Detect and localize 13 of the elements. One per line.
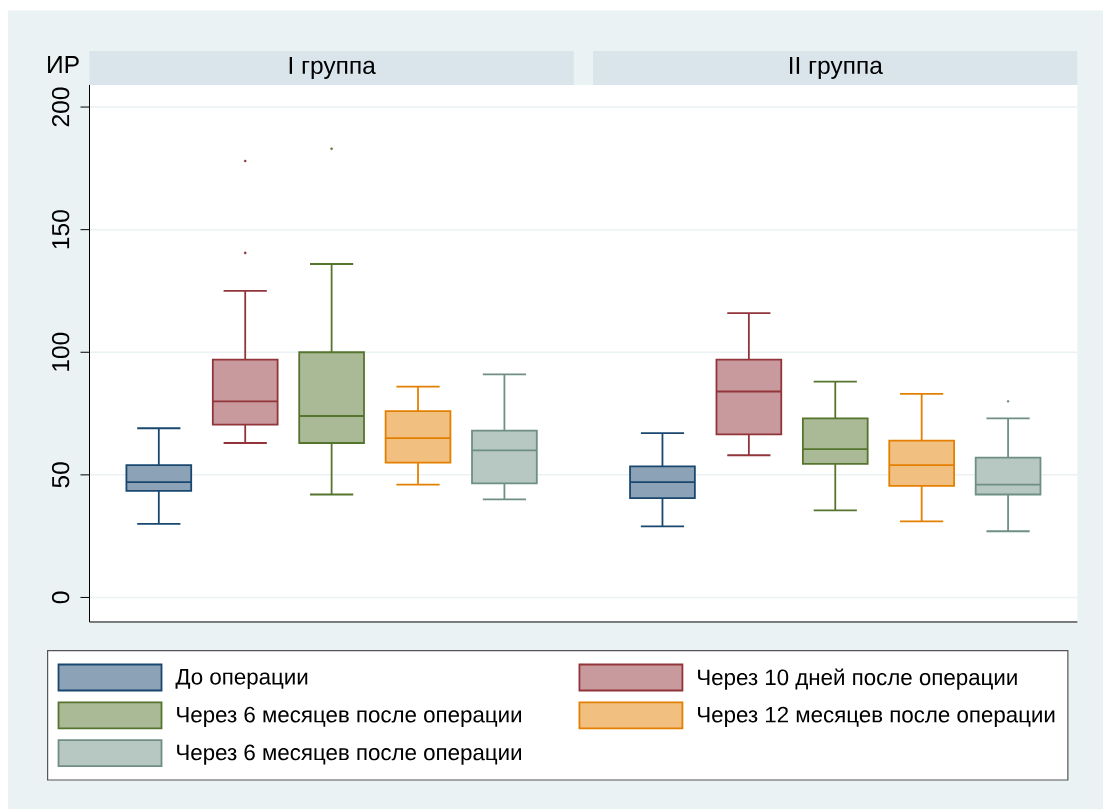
x-tick-label: I группа [289,57,376,79]
x-tick-label: II группа [789,57,883,79]
y-axis-title: ИР [48,56,79,73]
legend-label: Через 10 дней после операции [698,668,1017,690]
y-tick-label: 200 [51,87,70,127]
legend-label: Через 6 месяцев после операции [177,706,521,727]
legend-label: До операции [175,669,308,690]
legend-label: Через 12 месяцев после операции [698,706,1055,727]
y-tick-label: 100 [51,332,70,371]
legend-label: Через 6 месяцев после операции [177,744,521,765]
y-tick-label: 0 [51,591,70,604]
y-tick-label: 150 [51,210,70,249]
y-tick-label: 50 [51,462,70,488]
